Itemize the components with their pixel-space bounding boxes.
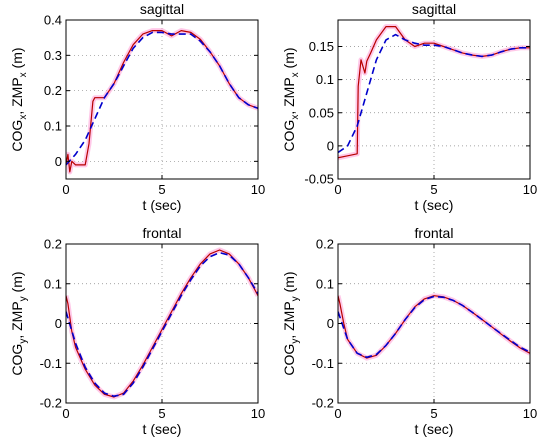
subplot-3: 0 5 10 -0.2 -0.1 0 0.1 0.2 frontal t (sec) COGy, Z…: [9, 225, 265, 437]
x-tick-label: 0: [62, 406, 69, 421]
x-axis-label: t (sec): [143, 197, 182, 213]
subplot-4: 0 5 10 -0.2 -0.1 0 0.1 0.2 frontal t (sec) COGy, Z…: [281, 225, 537, 437]
y-tick-label: 0.2: [44, 83, 62, 98]
cog-line: [338, 295, 530, 359]
x-axis-label: t (sec): [415, 197, 454, 213]
x-tick-label: 0: [334, 182, 341, 197]
y-tick-label: 0.15: [309, 39, 334, 54]
y-tick-label: -0.2: [312, 396, 334, 411]
zmp-line: [66, 30, 258, 173]
subplot-1: 0 5 10 0 0.1 0.2 0.3 0.4 sagittal t (sec) COGx, ZM…: [9, 1, 265, 213]
cog-line: [338, 33, 530, 154]
x-tick-label: 10: [523, 406, 537, 421]
series-group: [338, 24, 530, 161]
y-tick-label: -0.1: [312, 356, 334, 371]
y-tick-label: 0.1: [44, 119, 62, 134]
subplot-title: sagittal: [140, 1, 184, 17]
zmp-line: [66, 249, 258, 398]
subplot-title: frontal: [415, 225, 454, 241]
y-tick-label: -0.1: [40, 356, 62, 371]
y-tick-label: 0.2: [44, 237, 62, 252]
x-tick-label: 0: [62, 182, 69, 197]
x-tick-label: 5: [158, 182, 165, 197]
y-tick-label: 0: [55, 316, 62, 331]
y-tick-label: -0.05: [304, 172, 334, 187]
y-tick-label: 0.2: [316, 237, 334, 252]
y-tick-label: 0.1: [316, 72, 334, 87]
subplot-title: sagittal: [412, 1, 456, 17]
x-axis-label: t (sec): [415, 421, 454, 437]
x-tick-label: 5: [158, 406, 165, 421]
y-tick-label: 0.1: [316, 276, 334, 291]
y-axis-label: COGx, ZMPx (m): [9, 47, 29, 151]
cog-line: [66, 251, 258, 398]
x-tick-label: 10: [251, 182, 265, 197]
y-tick-label: 0.4: [44, 13, 62, 28]
series-group: [66, 247, 258, 400]
y-tick-label: 0.05: [309, 105, 334, 120]
y-tick-label: -0.2: [40, 396, 62, 411]
y-axis-label: COGy, ZMPy (m): [281, 271, 301, 375]
y-tick-label: 0: [55, 154, 62, 169]
y-tick-label: 0: [327, 316, 334, 331]
x-tick-label: 10: [251, 406, 265, 421]
y-tick-label: 0: [327, 138, 334, 153]
x-tick-label: 5: [430, 182, 437, 197]
series-group: [66, 28, 258, 175]
x-axis-label: t (sec): [143, 421, 182, 437]
x-tick-label: 10: [523, 182, 537, 197]
y-axis-label: COGy, ZMPy (m): [9, 271, 29, 375]
cog-line: [66, 31, 258, 166]
x-tick-label: 5: [430, 406, 437, 421]
y-tick-label: 0.1: [44, 276, 62, 291]
zmp-band: [66, 28, 258, 175]
subplot-title: frontal: [143, 225, 182, 241]
x-tick-label: 0: [334, 406, 341, 421]
series-group: [338, 293, 530, 361]
y-axis-label: COGx, ZMPx (m): [281, 47, 301, 151]
y-tick-label: 0.3: [44, 48, 62, 63]
